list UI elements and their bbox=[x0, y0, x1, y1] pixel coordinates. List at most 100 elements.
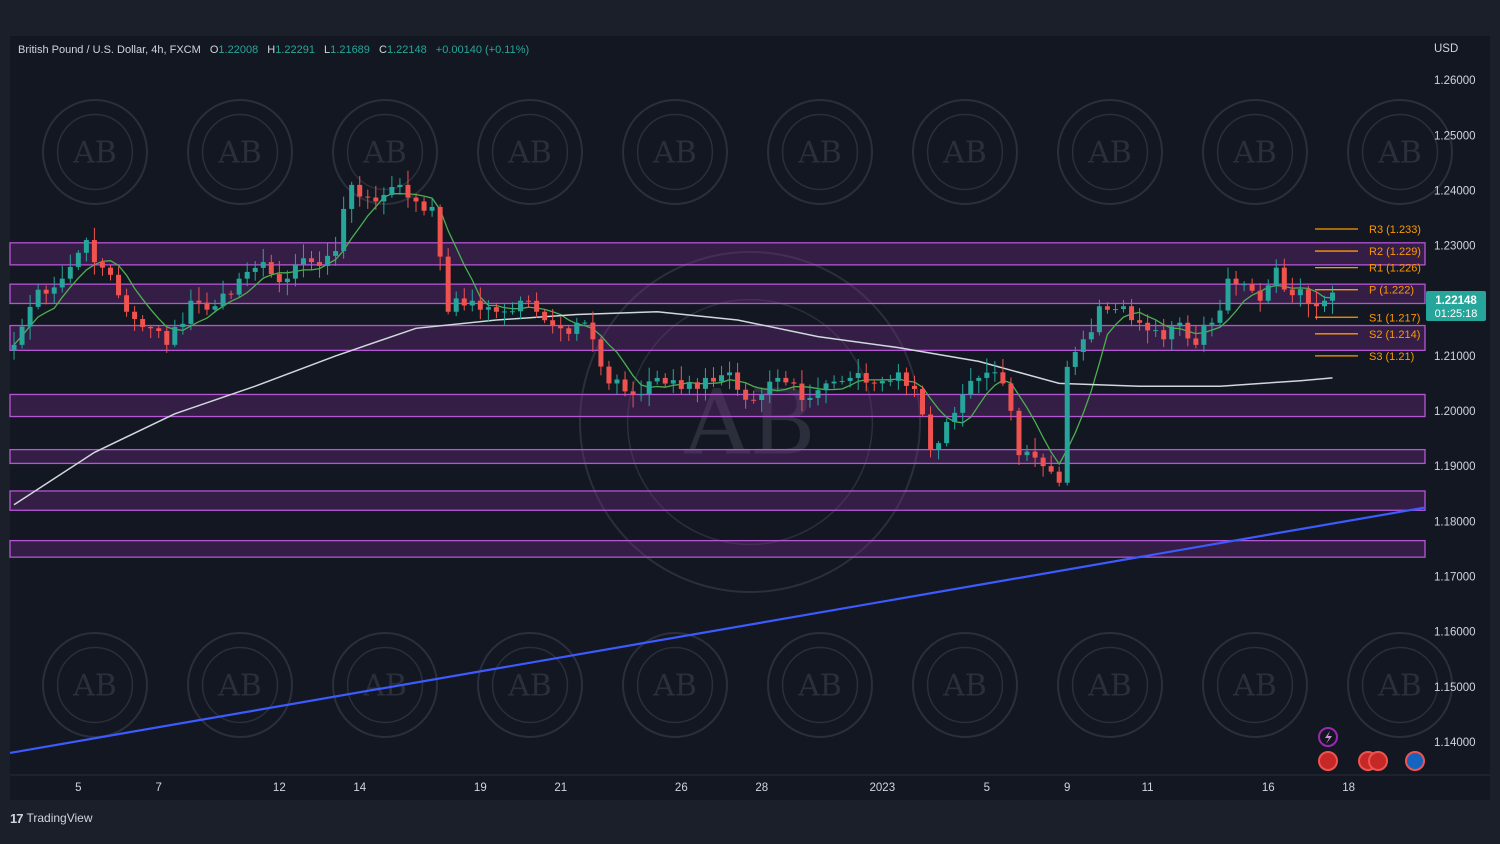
candle-body bbox=[534, 300, 540, 312]
candle-body bbox=[526, 300, 532, 302]
us-flag-icon[interactable] bbox=[1405, 751, 1425, 771]
price-tick-label: 1.25000 bbox=[1434, 130, 1476, 142]
candle-body bbox=[928, 414, 934, 450]
candle-body bbox=[19, 326, 25, 345]
open-label: O bbox=[210, 44, 219, 56]
chart-panel[interactable] bbox=[10, 36, 1490, 800]
time-tick-label: 16 bbox=[1262, 782, 1275, 794]
watermark-initials: AB bbox=[72, 136, 117, 171]
candle-body bbox=[743, 389, 749, 400]
candle-body bbox=[108, 267, 113, 275]
event-markers[interactable] bbox=[1318, 727, 1425, 771]
lightning-icon[interactable] bbox=[1318, 727, 1338, 747]
candle-body bbox=[646, 381, 652, 395]
zone-band bbox=[9, 242, 1426, 266]
watermark-initials: AB bbox=[507, 136, 552, 171]
zone-band bbox=[9, 283, 1426, 305]
watermark-initials: AB bbox=[797, 669, 842, 704]
candle-body bbox=[984, 372, 990, 378]
price-tick-label: 1.18000 bbox=[1434, 516, 1476, 528]
candle-body bbox=[1088, 332, 1094, 340]
candle-body bbox=[879, 380, 885, 384]
time-tick-label: 12 bbox=[273, 782, 286, 794]
candle-body bbox=[365, 196, 371, 198]
price-tick-label: 1.23000 bbox=[1434, 241, 1476, 253]
candle-body bbox=[542, 311, 548, 321]
candle-body bbox=[220, 293, 226, 307]
candle-body bbox=[622, 379, 628, 392]
watermark-seal-icon bbox=[42, 632, 148, 738]
candle-body bbox=[1129, 306, 1135, 321]
uk-flag-icon[interactable] bbox=[1318, 751, 1338, 771]
watermark-seal-icon bbox=[42, 99, 148, 205]
candle-body bbox=[903, 372, 909, 386]
candle-body bbox=[1201, 324, 1207, 345]
candle-body bbox=[437, 206, 443, 257]
watermark-seal-icon bbox=[1202, 632, 1308, 738]
watermark-initials: AB bbox=[942, 136, 987, 171]
candle-body bbox=[1032, 451, 1038, 458]
candle-body bbox=[944, 422, 950, 444]
candle-body bbox=[936, 443, 942, 450]
candle-body bbox=[292, 264, 298, 279]
candle-body bbox=[799, 383, 805, 400]
watermark-initials: AB bbox=[217, 669, 262, 704]
low-label: L bbox=[324, 44, 330, 56]
candle-body bbox=[268, 262, 274, 275]
currency-label[interactable]: USD bbox=[1434, 43, 1458, 55]
candle-body bbox=[807, 397, 813, 400]
candle-body bbox=[871, 382, 877, 384]
candle-body bbox=[284, 278, 290, 283]
candle-body bbox=[1217, 310, 1223, 323]
last-price-badge[interactable]: 1.22148 01:25:18 bbox=[1426, 291, 1486, 321]
candle-body bbox=[381, 194, 387, 202]
tradingview-branding[interactable]: 17 TradingView bbox=[10, 808, 93, 828]
high-value: 1.22291 bbox=[275, 44, 315, 56]
candle-body bbox=[252, 267, 258, 272]
watermark-seal-icon bbox=[1347, 632, 1453, 738]
candle-body bbox=[116, 274, 122, 296]
uk-flag-icon[interactable] bbox=[1368, 751, 1388, 771]
watermark-seal-icon bbox=[622, 99, 728, 205]
slow-moving-average-line[interactable] bbox=[13, 310, 1333, 506]
watermark-initials: AB bbox=[507, 669, 552, 704]
time-axis[interactable]: 5 7 12 14 19 21 26 28 2023 5 9 11 16 18 bbox=[10, 774, 1490, 794]
candle-body bbox=[59, 278, 65, 288]
time-tick-label: 7 bbox=[156, 782, 162, 794]
candle-body bbox=[686, 382, 692, 389]
watermark-seal-icon bbox=[636, 646, 714, 724]
candle-body bbox=[1249, 284, 1255, 291]
candle-body bbox=[1104, 306, 1110, 310]
candle-body bbox=[1096, 306, 1102, 333]
candle-body bbox=[855, 373, 861, 378]
candle-body bbox=[1257, 290, 1263, 301]
candle-body bbox=[710, 377, 716, 382]
tradingview-text: TradingView bbox=[26, 811, 93, 825]
trendline[interactable] bbox=[9, 506, 1426, 755]
candle-body bbox=[767, 381, 773, 395]
candle-body bbox=[228, 293, 234, 295]
time-tick-label: 11 bbox=[1142, 782, 1154, 794]
candle-body bbox=[373, 197, 379, 202]
candle-body bbox=[164, 330, 170, 345]
candle-body bbox=[244, 271, 250, 279]
candle-body bbox=[236, 278, 242, 295]
candle-body bbox=[389, 187, 395, 195]
candle-body bbox=[566, 328, 572, 334]
price-axis[interactable]: 1.260001.250001.240001.230001.220001.210… bbox=[1434, 75, 1476, 749]
watermark-initials: AB bbox=[362, 136, 407, 171]
legend-header[interactable]: British Pound / U.S. Dollar, 4h, FXCM O1… bbox=[18, 44, 529, 56]
candle-body bbox=[1137, 320, 1143, 323]
time-tick-label: 18 bbox=[1342, 782, 1355, 794]
watermark-seal-icon bbox=[1361, 646, 1439, 724]
watermark-seal-icon bbox=[332, 632, 438, 738]
pivot-label: R1 (1.226) bbox=[1369, 263, 1421, 275]
candle-body bbox=[598, 339, 604, 367]
watermark-initials: AB bbox=[1377, 136, 1422, 171]
candle-body bbox=[582, 322, 588, 324]
price-tick-label: 1.20000 bbox=[1434, 406, 1476, 418]
candle-body bbox=[1177, 322, 1183, 327]
time-tick-label: 2023 bbox=[870, 782, 896, 794]
candle-body bbox=[317, 262, 323, 266]
